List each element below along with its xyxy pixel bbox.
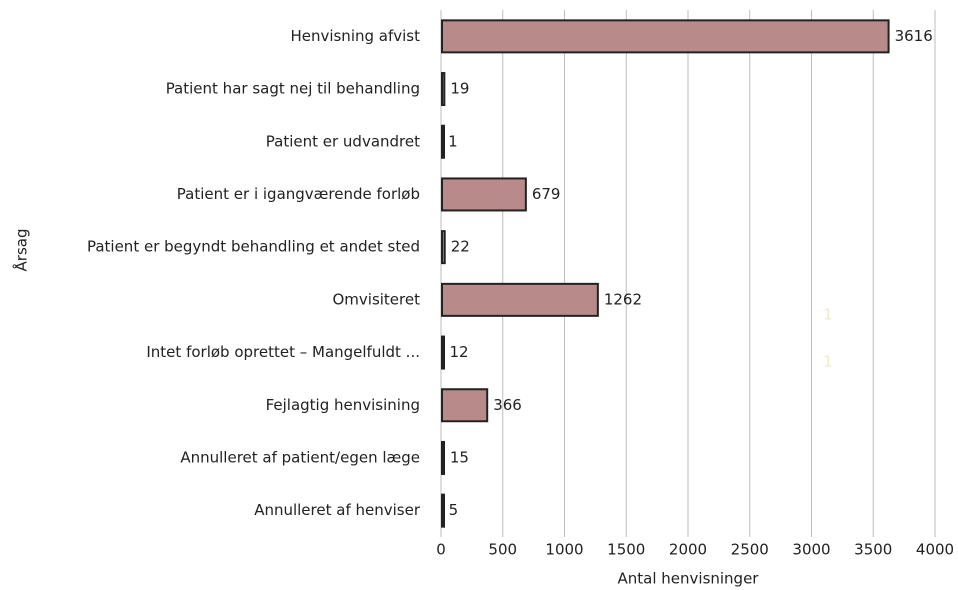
x-tick-label: 0	[436, 541, 446, 559]
x-tick-label: 2500	[731, 541, 769, 559]
annotation: 1	[823, 306, 833, 324]
x-axis-title: Antal henvisninger	[618, 570, 760, 588]
y-tick-label: Patient er i igangværende forløb	[177, 185, 420, 203]
bar	[441, 19, 890, 54]
x-tick-label: 3000	[792, 541, 830, 559]
bar	[441, 388, 489, 423]
y-tick-label: Fejlagtig henvisining	[266, 396, 420, 414]
data-label: 366	[493, 396, 522, 414]
y-tick-label: Patient har sagt nej til behandling	[166, 80, 420, 98]
bar	[441, 282, 599, 317]
x-tick-label: 500	[488, 541, 517, 559]
bar	[441, 335, 445, 370]
y-tick-label: Patient er udvandret	[266, 132, 420, 150]
bar	[441, 72, 446, 107]
data-label: 5	[449, 501, 459, 519]
bar	[441, 230, 446, 265]
annotation: 1	[823, 353, 833, 371]
x-tick-label: 1000	[545, 541, 583, 559]
data-label: 679	[532, 185, 561, 203]
y-tick-label: Patient er begyndt behandling et andet s…	[87, 238, 420, 256]
bar	[441, 124, 445, 159]
data-label: 3616	[895, 27, 933, 45]
bar	[441, 493, 445, 528]
x-tick-label: 1500	[607, 541, 645, 559]
y-tick-label: Annulleret af patient/egen læge	[180, 448, 420, 466]
y-tick-label: Annulleret af henviser	[254, 501, 421, 519]
data-label: 22	[451, 238, 470, 256]
data-label: 15	[450, 448, 469, 466]
x-tick-label: 2000	[669, 541, 707, 559]
y-tick-label: Omvisiteret	[332, 290, 420, 308]
data-label: 19	[450, 80, 469, 98]
y-tick-label: Intet forløb oprettet – Mangelfuldt ...	[146, 343, 420, 361]
y-axis-title: Årsag	[12, 229, 31, 272]
x-tick-label: 4000	[916, 541, 954, 559]
bar	[441, 177, 527, 212]
bar	[441, 440, 445, 475]
data-label: 1	[448, 132, 458, 150]
y-tick-label: Henvisning afvist	[290, 27, 420, 45]
data-label: 1262	[604, 290, 642, 308]
data-label: 12	[449, 343, 468, 361]
x-tick-label: 3500	[854, 541, 892, 559]
